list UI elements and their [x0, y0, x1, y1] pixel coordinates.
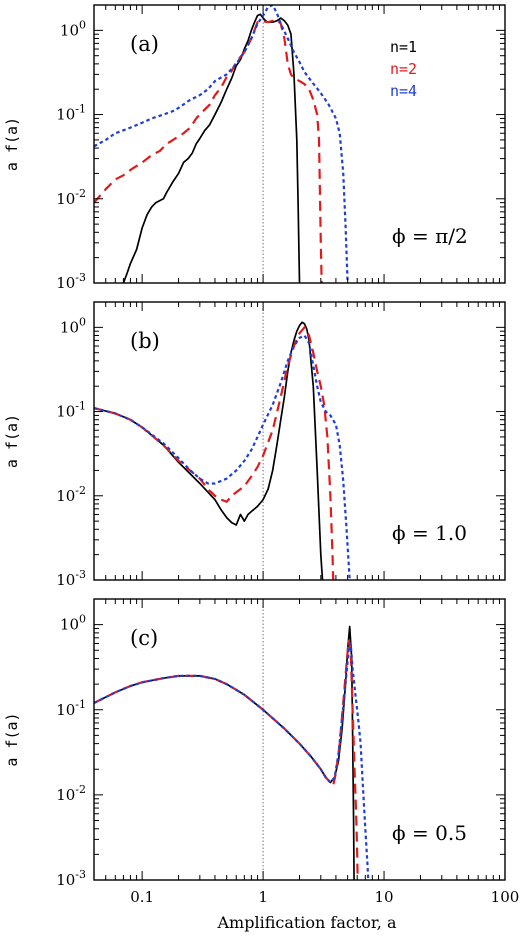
series-line-n4: [94, 642, 370, 880]
legend-entry-n2: n=2: [390, 60, 417, 78]
panel-label: (b): [130, 329, 160, 353]
y-tick-label: 10-1: [56, 103, 86, 124]
series-line-n4: [94, 5, 349, 283]
series-group: [94, 625, 370, 880]
series-line-n2: [94, 326, 335, 580]
y-axis-label: a f(a): [3, 117, 21, 171]
y-axis-label: a f(a): [3, 712, 21, 766]
legend-entry-n4: n=4: [390, 82, 417, 100]
phi-annotation: ϕ = π/2: [392, 224, 468, 248]
y-tick-label: 100: [60, 613, 86, 634]
chart-panels: 10-3 10-2 10-1 100 a f(a) (a) ϕ = π/2 n=1 n=2 n=4…: [3, 4, 520, 906]
panel-label: (c): [130, 626, 158, 650]
y-tick-label: 10-1: [56, 400, 86, 421]
y-axis-label: a f(a): [3, 414, 21, 468]
y-tick-label: 10-2: [56, 484, 86, 505]
y-tick-label: 100: [60, 315, 86, 336]
y-tick-label: 10-3: [56, 271, 86, 292]
x-tick-label: 1: [258, 888, 268, 906]
panel-label: (a): [130, 32, 159, 56]
x-axis-label: Amplification factor, a: [216, 913, 396, 932]
y-tick-label: 10-2: [56, 187, 86, 208]
phi-annotation: ϕ = 1.0: [392, 521, 467, 545]
panel-a: 10-3 10-2 10-1 100 a f(a) (a) ϕ = π/2 n=1 n=2 n=4: [3, 4, 506, 292]
series-group: [94, 321, 351, 580]
panel-c: 10-3 10-2 10-1 100 0.1 1 10 100 a f(a) (c) ϕ = 0.5: [3, 598, 520, 906]
series-group: [94, 5, 349, 283]
x-tick-label: 10: [374, 888, 393, 906]
series-line-n1: [94, 321, 324, 580]
legend-entry-n1: n=1: [390, 38, 417, 56]
x-tick-label: 100: [491, 888, 520, 906]
y-tick-label: 10-3: [56, 868, 86, 889]
legend: n=1 n=2 n=4: [390, 38, 417, 100]
x-tick-label: 0.1: [130, 888, 154, 906]
phi-annotation: ϕ = 0.5: [392, 821, 467, 845]
y-tick-label: 100: [60, 18, 86, 39]
series-line-n1: [122, 13, 301, 283]
panel-b: 10-3 10-2 10-1 100 a f(a) (b) ϕ = 1.0: [3, 301, 506, 589]
series-line-n2: [94, 639, 359, 880]
y-tick-label: 10-1: [56, 698, 86, 719]
y-tick-label: 10-2: [56, 783, 86, 804]
y-tick-label: 10-3: [56, 568, 86, 589]
series-line-n4: [94, 334, 351, 580]
series-line-n2: [94, 18, 323, 283]
series-line-n1: [94, 625, 355, 880]
